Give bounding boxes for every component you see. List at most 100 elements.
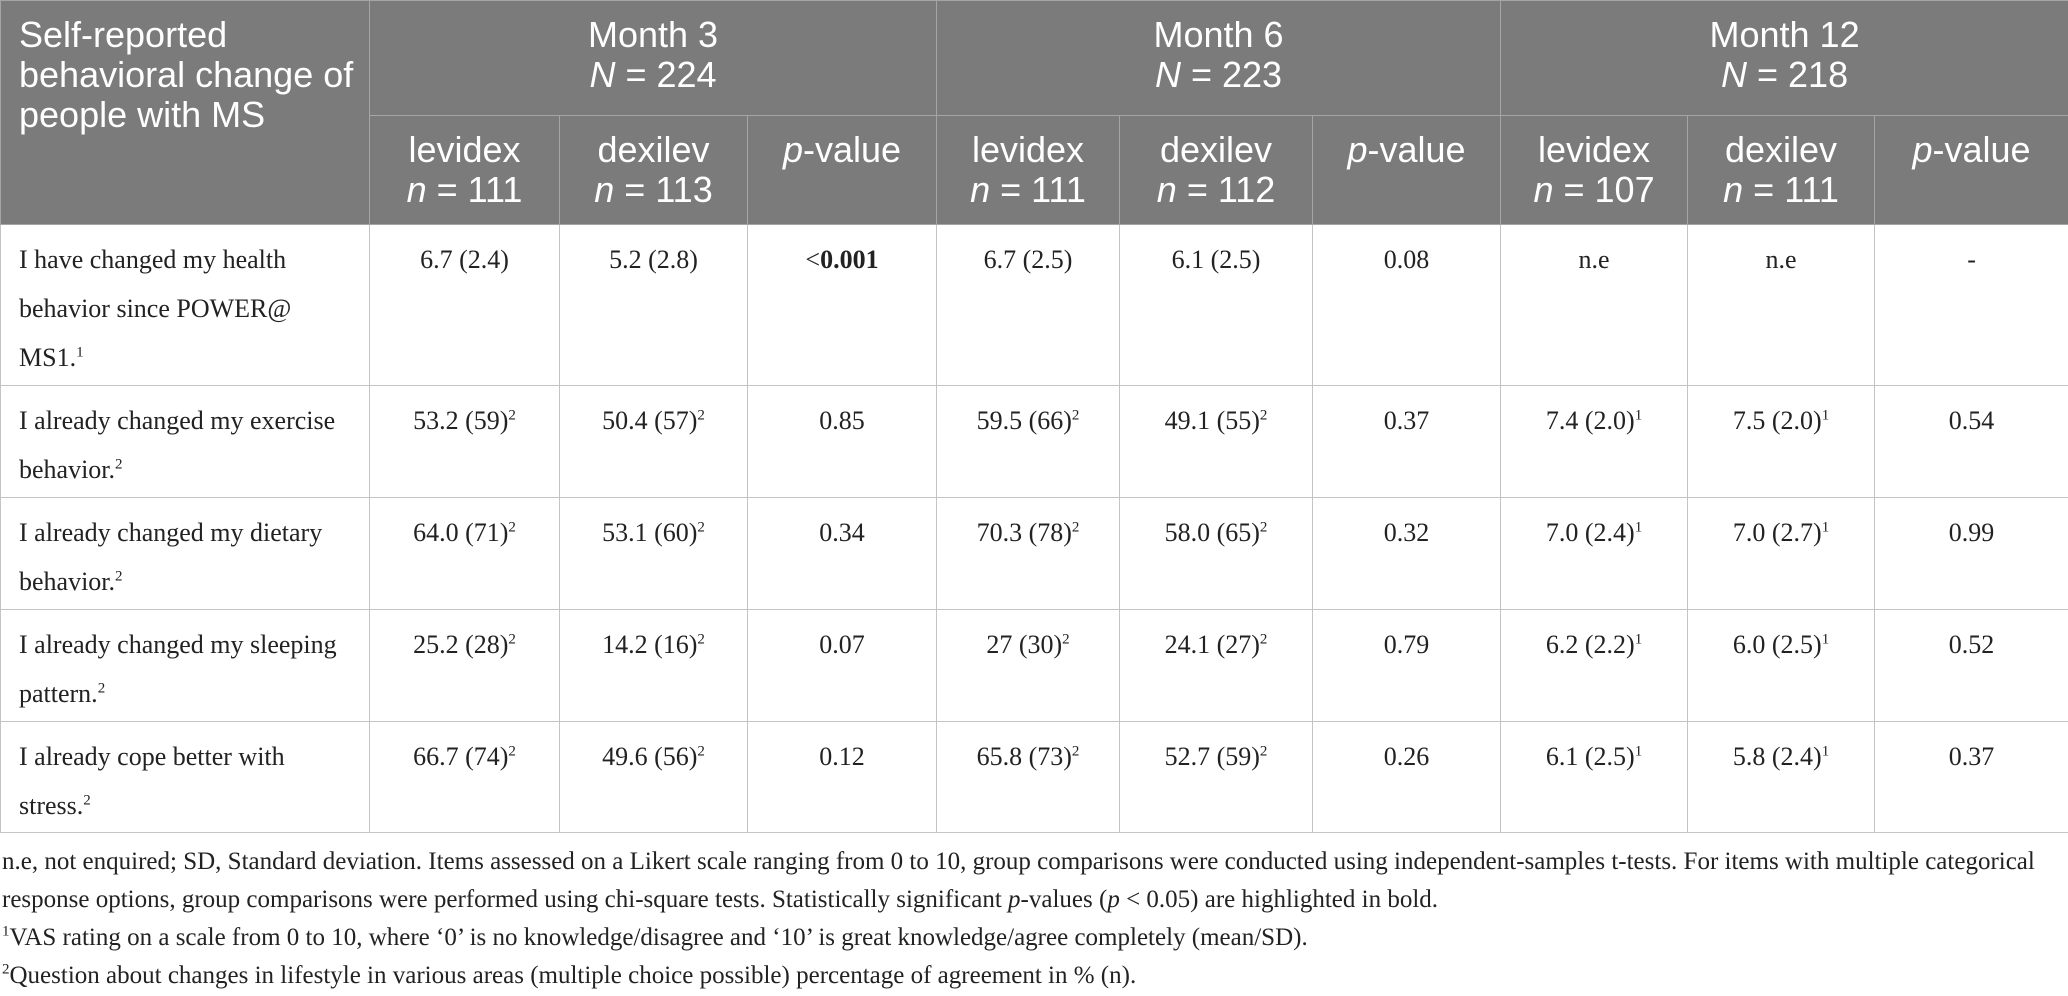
text-run: 49.1 (55): [1164, 406, 1260, 435]
text-run: n: [1156, 169, 1177, 210]
table-cell: 5.8 (2.4)1: [1687, 721, 1876, 833]
text-run: n.e: [1765, 245, 1797, 274]
text-run: 0.54: [1948, 406, 1995, 435]
column-header: levidex n = 107: [1500, 115, 1689, 225]
header-row: Self-reported behavioral change of peopl…: [0, 0, 2068, 225]
table-cell: 50.4 (57)2: [559, 385, 748, 498]
row-label: I already cope better with stress.2: [0, 721, 370, 833]
table-cell: 6.1 (2.5): [1119, 224, 1314, 386]
table-cell: 0.07: [746, 609, 938, 722]
footnote: n.e, not enquired; SD, Standard deviatio…: [2, 843, 2064, 919]
table-body: I have changed my health behavior since …: [0, 224, 2068, 833]
footnotes: n.e, not enquired; SD, Standard deviatio…: [0, 833, 2068, 995]
text-run: 2: [697, 743, 705, 760]
table-cell: 0.79: [1312, 609, 1502, 722]
text-run: p: [1008, 886, 1021, 913]
table-cell: <0.001: [746, 224, 938, 386]
table-cell: 66.7 (74)2: [369, 721, 560, 833]
text-run: 53.1 (60): [602, 518, 698, 547]
text-run: 2: [1062, 631, 1070, 648]
text-run: 6.0 (2.5): [1732, 630, 1822, 659]
table-cell: 7.5 (2.0)1: [1687, 385, 1876, 498]
table-cell: 0.34: [746, 497, 938, 610]
text-run: 2: [2, 961, 10, 978]
text-run: 1: [1634, 519, 1643, 536]
column-header: levidex n = 111: [936, 115, 1121, 225]
table-cell: 14.2 (16)2: [559, 609, 748, 722]
table-cell: 0.37: [1312, 385, 1502, 498]
table-cell: 24.1 (27)2: [1119, 609, 1314, 722]
text-run: 0.52: [1948, 630, 1995, 659]
text-run: 0.08: [1383, 245, 1430, 274]
table-cell: 0.52: [1874, 609, 2068, 722]
text-run: 0.001: [820, 245, 879, 274]
text-run: 6.2 (2.2): [1545, 630, 1635, 659]
table-cell: 6.7 (2.4): [369, 224, 560, 386]
text-run: 0.32: [1383, 518, 1430, 547]
text-run: -value: [1367, 129, 1466, 170]
text-run: 7.4 (2.0): [1545, 406, 1635, 435]
table-cell: 7.4 (2.0)1: [1500, 385, 1689, 498]
table-header: Self-reported behavioral change of peopl…: [0, 0, 2068, 225]
text-run: levidex: [1538, 129, 1651, 170]
text-run: p: [1347, 129, 1368, 170]
text-run: 2: [697, 519, 705, 536]
text-run: = 107: [1553, 169, 1655, 210]
text-run: p: [782, 129, 803, 170]
text-run: 2: [1259, 631, 1268, 648]
table-cell: 0.32: [1312, 497, 1502, 610]
table-cell: 58.0 (65)2: [1119, 497, 1314, 610]
text-run: 0.79: [1383, 630, 1430, 659]
cell-line: p-value: [1319, 130, 1494, 170]
text-run: 52.7 (59): [1164, 742, 1260, 771]
text-run: 1: [1821, 519, 1830, 536]
table-cell: n.e: [1687, 224, 1876, 386]
column-header: levidex n = 111: [369, 115, 560, 225]
text-run: 2: [1259, 407, 1268, 424]
table-cell: 0.37: [1874, 721, 2068, 833]
data-table: Self-reported behavioral change of peopl…: [0, 0, 2068, 833]
text-run: I already changed my dietary behavior.: [19, 518, 323, 596]
text-run: levidex: [971, 129, 1085, 170]
text-run: = 218: [1747, 54, 1849, 95]
text-run: 2: [508, 743, 516, 760]
table-row: I already changed my dietary behavior.2 6…: [0, 497, 2068, 610]
table-cell: 6.7 (2.5): [936, 224, 1121, 386]
text-run: 24.1 (27): [1164, 630, 1260, 659]
table-cell: n.e: [1500, 224, 1689, 386]
table-cell: 6.0 (2.5)1: [1687, 609, 1876, 722]
text-run: 6.1 (2.5): [1545, 742, 1635, 771]
cell-line: Month 3: [376, 15, 930, 55]
table-cell: 27 (30)2: [936, 609, 1121, 722]
table-cell: 53.1 (60)2: [559, 497, 748, 610]
subheader-row: levidex n = 111 dexilev n = 113 p-value levid…: [1, 115, 2068, 225]
text-run: N: [1721, 54, 1747, 95]
cell-line: Month 6: [943, 15, 1494, 55]
text-run: 7.0 (2.4): [1545, 518, 1635, 547]
text-run: 0.37: [1948, 742, 1995, 771]
text-run: 1: [1634, 407, 1643, 424]
text-run: 2: [508, 519, 516, 536]
text-run: Month 3: [587, 14, 719, 55]
text-run: 65.8 (73): [976, 742, 1072, 771]
text-run: 64.0 (71): [413, 518, 509, 547]
table-cell: 0.26: [1312, 721, 1502, 833]
cell-line: levidex: [943, 130, 1113, 170]
text-run: 58.0 (65): [1164, 518, 1260, 547]
text-run: 0.07: [819, 630, 865, 659]
text-run: dexilev: [597, 129, 710, 170]
cell-line: n = 111: [943, 170, 1113, 210]
text-run: 50.4 (57): [602, 406, 698, 435]
cell-line: p-value: [1881, 130, 2062, 170]
table-cell: 7.0 (2.4)1: [1500, 497, 1689, 610]
row-label: I have changed my health behavior since …: [0, 224, 370, 386]
text-run: 2: [697, 631, 705, 648]
table-cell: 5.2 (2.8): [559, 224, 748, 386]
text-run: 1: [1821, 407, 1830, 424]
text-run: = 112: [1176, 169, 1276, 210]
cell-line: n = 112: [1126, 170, 1306, 210]
text-run: 2: [1071, 407, 1080, 424]
